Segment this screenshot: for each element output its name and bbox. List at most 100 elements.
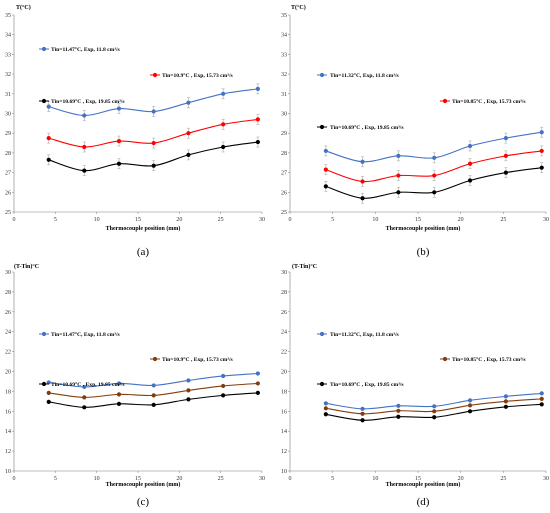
series-3	[323, 162, 544, 204]
y-tick-label: 32	[281, 72, 287, 78]
data-point	[221, 144, 226, 150]
data-point	[539, 391, 544, 396]
data-point	[396, 153, 401, 158]
x-tick-label: 5	[54, 217, 57, 223]
data-point	[503, 394, 508, 399]
x-tick-label: 20	[176, 217, 182, 223]
data-point	[503, 153, 508, 158]
data-point	[323, 406, 328, 411]
y-tick-label: 18	[5, 389, 11, 395]
data-point	[82, 144, 87, 150]
legend-entry-1: Tin=11.47°C, Exp, 11.8 cm³/s	[39, 331, 121, 338]
data-point	[46, 157, 51, 162]
y-tick-label: 28	[5, 151, 11, 157]
x-tick-label: 30	[543, 217, 549, 223]
data-point	[116, 401, 122, 406]
data-point	[467, 143, 473, 149]
data-point	[116, 106, 122, 111]
data-point	[116, 392, 122, 397]
y-tick-label: 30	[5, 270, 11, 276]
y-tick-label: 34	[281, 33, 287, 39]
legend-marker	[319, 124, 325, 130]
x-tick-label: 20	[458, 476, 464, 482]
legend-label: Tin=10.9°C , Exp, 15.73 cm³/s	[162, 72, 234, 79]
y-tick-label: 31	[5, 92, 11, 98]
data-point	[323, 412, 328, 417]
legend-entry-1: Tin=11.47°C, Exp, 11.8 cm³/s	[39, 46, 121, 53]
legend-marker	[442, 356, 448, 362]
legend-marker	[319, 331, 325, 337]
x-tick-label: 20	[458, 217, 464, 223]
data-point	[151, 402, 156, 407]
data-point	[467, 403, 473, 408]
series-1	[46, 83, 260, 121]
y-tick-label: 14	[281, 429, 287, 435]
legend-marker	[41, 331, 47, 337]
y-tick-label: 27	[281, 171, 287, 177]
data-point	[186, 131, 191, 136]
y-tick-label: 31	[281, 92, 287, 98]
data-point	[116, 138, 122, 144]
data-point	[360, 406, 365, 411]
panel-label: (b)	[417, 246, 430, 258]
legend-marker	[41, 46, 47, 52]
data-point	[46, 136, 51, 141]
x-tick-label: 15	[415, 476, 421, 482]
series-3	[46, 136, 260, 176]
data-point	[221, 383, 226, 389]
series-1	[323, 126, 544, 168]
data-point	[186, 378, 191, 383]
data-point	[432, 155, 437, 160]
y-tick-label: 30	[5, 112, 11, 118]
data-point	[82, 168, 87, 173]
y-axis-label: T(°C)	[16, 4, 31, 11]
legend-marker	[319, 72, 325, 78]
legend-label: Tin=10.69°C , Exp, 19.85 cm³/s	[51, 98, 125, 105]
series-2	[323, 145, 544, 187]
data-point	[503, 136, 508, 141]
data-point	[186, 100, 191, 105]
data-point	[323, 401, 328, 406]
data-point	[151, 383, 156, 388]
data-point	[151, 163, 156, 168]
data-point	[396, 408, 401, 413]
legend-marker	[319, 381, 325, 387]
y-axis-label: (T-Tin)°C	[292, 263, 317, 270]
y-tick-label: 30	[281, 270, 287, 276]
y-tick-label: 26	[5, 310, 11, 316]
panel-label: (c)	[137, 496, 150, 508]
data-point	[432, 415, 437, 420]
y-tick-label: 16	[5, 409, 11, 415]
x-tick-label: 5	[54, 476, 57, 482]
series-1	[46, 371, 260, 390]
chart-panel-2: 25 26 27 28 29 30 31 32 33 34 35 0 5 10 15 20 25 30 T(°C) T…	[281, 4, 549, 258]
data-point	[539, 148, 544, 154]
data-point	[432, 409, 437, 414]
data-point	[503, 170, 508, 175]
y-tick-label: 14	[5, 429, 11, 435]
y-tick-label: 35	[5, 13, 11, 19]
x-tick-label: 30	[259, 476, 265, 482]
data-point	[396, 173, 401, 178]
y-tick-label: 12	[5, 449, 11, 455]
legend-label: Tin=10.69°C , Exp, 19.85 cm³/s	[330, 381, 404, 388]
y-tick-label: 18	[281, 389, 287, 395]
data-point	[396, 190, 401, 195]
x-tick-label: 25	[500, 217, 506, 223]
y-tick-label: 22	[5, 350, 11, 356]
data-point	[46, 380, 51, 385]
y-tick-label: 12	[281, 449, 287, 455]
data-point	[360, 159, 365, 164]
series-1	[323, 391, 544, 411]
data-point	[323, 184, 328, 189]
data-point	[255, 371, 260, 376]
legend-label: Tin=11.32°C, Exp, 11.8 cm³/s	[330, 72, 400, 79]
data-point	[221, 91, 226, 96]
chart-panel-1: 25 26 27 28 29 30 31 32 33 34 35 0 5 10 15 20 25 30 T(°C) T…	[5, 4, 265, 258]
data-point	[360, 411, 365, 416]
legend-entry-1: Tin=11.32°C, Exp, 11.8 cm³/s	[317, 331, 400, 338]
x-tick-label: 0	[289, 217, 292, 223]
data-point	[360, 418, 365, 423]
legend-entry-2: Tin=10.85°C , Exp, 15.73 cm³/s	[440, 356, 526, 363]
legend-entry-3: Tin=10.69°C , Exp, 19.85 cm³/s	[317, 381, 404, 388]
